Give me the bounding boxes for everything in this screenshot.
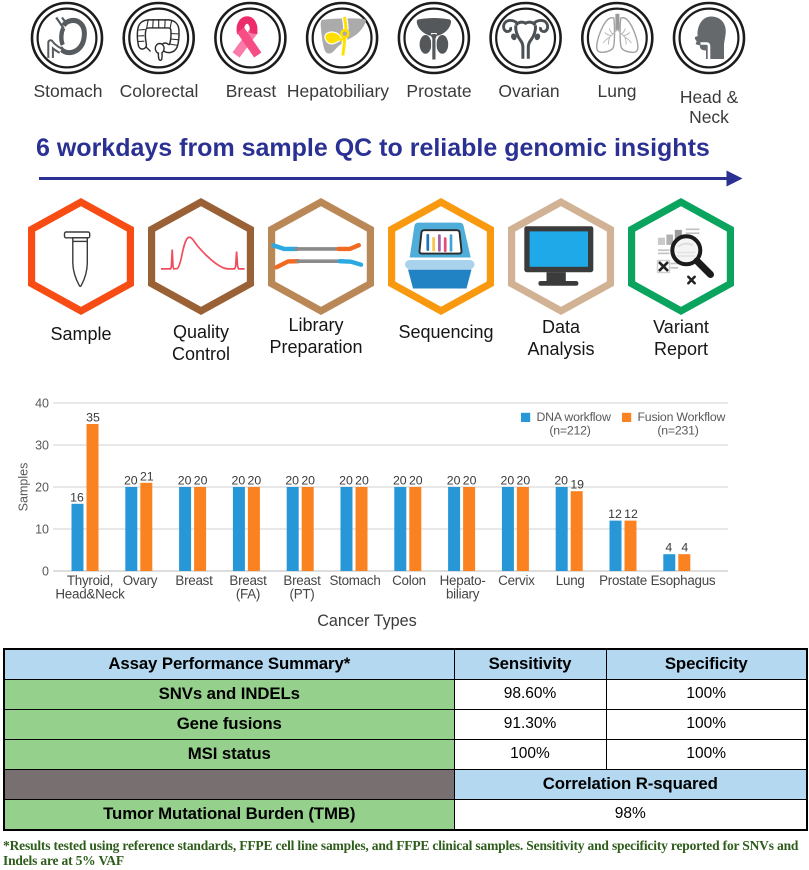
svg-text:12: 12 (608, 507, 622, 521)
svg-text:20: 20 (501, 474, 515, 488)
svg-text:Breast: Breast (175, 573, 213, 588)
svg-text:21: 21 (140, 469, 154, 483)
svg-text:Esophagus: Esophagus (651, 573, 716, 588)
svg-text:35: 35 (86, 411, 100, 425)
svg-text:20: 20 (355, 474, 369, 488)
svg-text:(PT): (PT) (289, 587, 314, 602)
svg-text:Ovary: Ovary (123, 573, 158, 588)
svg-text:DNA workflow: DNA workflow (537, 410, 611, 424)
svg-text:Stomach: Stomach (329, 573, 380, 588)
svg-text:Fusion Workflow: Fusion Workflow (638, 410, 726, 424)
svg-text:biliary: biliary (446, 587, 480, 602)
svg-text:20: 20 (124, 474, 138, 488)
svg-text:20: 20 (463, 474, 477, 488)
svg-text:4: 4 (665, 541, 672, 555)
svg-text:20: 20 (194, 474, 208, 488)
svg-text:Lung: Lung (556, 573, 585, 588)
svg-text:0: 0 (42, 565, 49, 579)
svg-text:40: 40 (35, 397, 49, 411)
svg-text:20: 20 (447, 474, 461, 488)
svg-text:20: 20 (409, 474, 423, 488)
svg-text:20: 20 (517, 474, 531, 488)
svg-text:20: 20 (393, 474, 407, 488)
svg-text:12: 12 (624, 507, 638, 521)
svg-text:10: 10 (35, 523, 49, 537)
svg-text:20: 20 (35, 481, 49, 495)
svg-text:Colon: Colon (392, 573, 426, 588)
svg-text:Breast: Breast (229, 573, 267, 588)
svg-text:20: 20 (554, 474, 568, 488)
svg-text:Breast: Breast (283, 573, 321, 588)
svg-text:20: 20 (178, 474, 192, 488)
svg-text:(n=212): (n=212) (549, 424, 590, 438)
svg-text:Thyroid,: Thyroid, (67, 573, 113, 588)
svg-text:20: 20 (285, 474, 299, 488)
svg-text:Prostate: Prostate (599, 573, 647, 588)
svg-text:Cancer Types: Cancer Types (317, 612, 417, 630)
svg-text:19: 19 (570, 478, 584, 492)
svg-text:Samples: Samples (17, 463, 31, 512)
svg-text:Head&Neck: Head&Neck (55, 587, 125, 602)
svg-text:16: 16 (70, 490, 84, 504)
svg-text:Hepato-: Hepato- (440, 573, 486, 588)
svg-text:Cervix: Cervix (498, 573, 535, 588)
svg-text:(FA): (FA) (236, 587, 260, 602)
svg-text:4: 4 (681, 541, 688, 555)
svg-text:(n=231): (n=231) (657, 424, 698, 438)
svg-text:20: 20 (232, 474, 246, 488)
svg-text:20: 20 (301, 474, 315, 488)
svg-text:20: 20 (339, 474, 353, 488)
svg-text:20: 20 (248, 474, 262, 488)
svg-text:30: 30 (35, 439, 49, 453)
